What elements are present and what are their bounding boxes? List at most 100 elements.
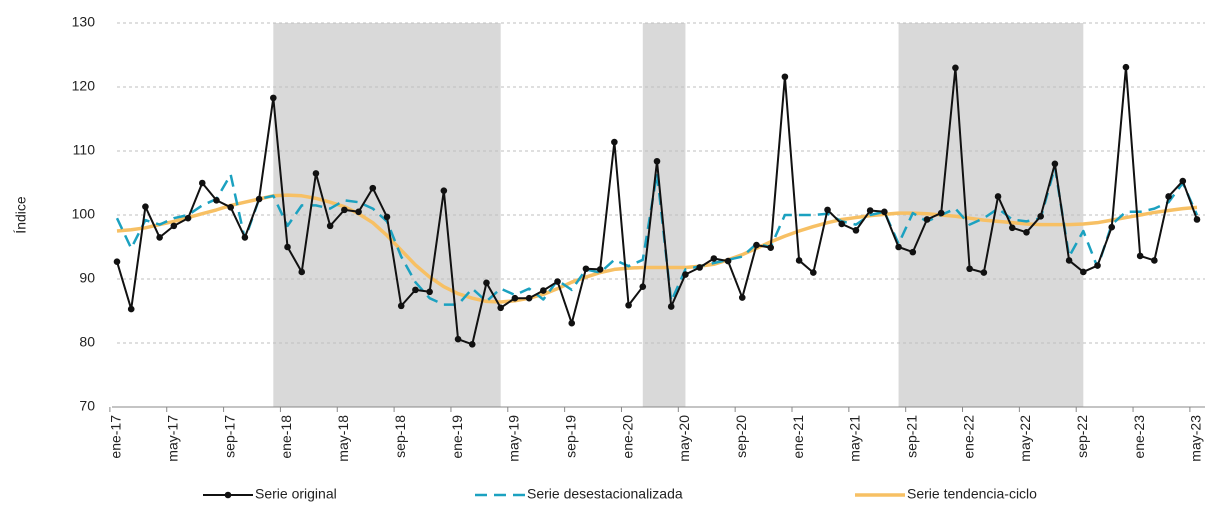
y-tick-label: 90	[79, 270, 95, 286]
x-tick-label: may-20	[676, 415, 692, 462]
data-point	[1008, 224, 1016, 232]
data-point	[1179, 177, 1187, 185]
data-point	[1108, 223, 1116, 231]
data-point	[170, 222, 178, 230]
x-tick-label: ene-19	[449, 415, 465, 459]
data-point	[767, 244, 774, 251]
data-point	[241, 234, 249, 241]
data-point	[383, 213, 391, 221]
data-point	[781, 73, 789, 81]
data-point	[596, 266, 604, 273]
data-point	[923, 216, 931, 223]
y-axis-label: Índice	[13, 196, 29, 234]
data-point	[738, 294, 746, 301]
data-point	[440, 187, 448, 194]
y-tick-label: 70	[79, 398, 95, 414]
data-point	[1051, 160, 1059, 168]
data-point	[1193, 216, 1201, 223]
data-point	[1023, 228, 1030, 236]
data-point	[454, 335, 462, 343]
data-point	[213, 196, 220, 204]
data-point	[156, 234, 163, 241]
data-point	[1151, 257, 1158, 264]
data-point	[298, 268, 306, 276]
data-point	[397, 302, 405, 310]
data-point	[909, 248, 917, 256]
data-point	[198, 179, 206, 187]
x-tick-label: may-17	[165, 415, 181, 462]
data-point	[895, 243, 902, 251]
data-point	[667, 303, 675, 310]
x-tick-label: may-18	[335, 415, 351, 462]
data-point	[468, 340, 476, 348]
data-point	[483, 279, 490, 287]
data-point	[980, 269, 988, 276]
x-tick-label: may-22	[1017, 415, 1033, 462]
data-point	[142, 203, 149, 210]
data-point	[952, 64, 959, 72]
data-point	[525, 294, 533, 302]
x-tick-label: sep-20	[733, 415, 749, 458]
x-tick-label: ene-23	[1131, 415, 1147, 459]
x-tick-label: may-23	[1188, 415, 1204, 462]
data-point	[312, 170, 320, 177]
x-tick-label: ene-20	[619, 415, 635, 459]
data-point	[255, 195, 263, 203]
x-tick-label: may-21	[847, 415, 863, 462]
x-tick-label: may-19	[506, 415, 522, 462]
data-point	[341, 206, 348, 214]
y-tick-label: 130	[72, 14, 96, 30]
data-point	[1080, 268, 1087, 276]
data-point	[369, 184, 377, 192]
data-point	[127, 305, 135, 313]
data-point	[611, 138, 618, 146]
legend-label: Serie tendencia-ciclo	[907, 486, 1037, 502]
x-tick-label: ene-22	[960, 415, 976, 459]
data-point	[639, 283, 647, 290]
data-point	[795, 257, 803, 264]
x-tick-label: ene-17	[108, 415, 124, 459]
data-point	[568, 319, 576, 327]
data-point	[852, 227, 860, 234]
y-tick-label: 100	[72, 206, 96, 222]
x-tick-label: sep-18	[392, 415, 408, 458]
x-tick-label: sep-22	[1074, 415, 1090, 458]
data-point	[497, 304, 504, 312]
data-point	[866, 207, 874, 214]
data-point	[1122, 63, 1130, 71]
data-point	[1065, 257, 1073, 264]
data-point	[554, 278, 561, 285]
data-point	[270, 94, 277, 102]
data-point	[625, 301, 632, 309]
data-point	[412, 286, 419, 294]
data-point	[810, 269, 817, 276]
data-point	[710, 255, 718, 262]
y-tick-label: 120	[72, 78, 96, 94]
y-tick-label: 110	[73, 142, 96, 158]
x-tick-label: ene-21	[790, 415, 806, 459]
data-point	[881, 208, 888, 216]
data-point	[824, 206, 831, 214]
series-line	[115, 165, 1199, 306]
series-line	[116, 193, 1198, 304]
data-point	[227, 204, 234, 211]
data-point	[540, 287, 547, 294]
data-point	[653, 157, 661, 165]
legend-label: Serie desestacionalizada	[527, 486, 683, 502]
data-point	[511, 294, 519, 302]
data-point	[184, 214, 192, 222]
data-point	[1094, 262, 1101, 269]
data-point	[426, 288, 433, 296]
data-point	[682, 271, 689, 278]
x-tick-label: sep-21	[903, 415, 919, 458]
data-point	[753, 241, 760, 249]
data-point	[582, 265, 590, 273]
data-point	[1165, 193, 1172, 200]
data-point	[994, 193, 1002, 200]
data-point	[937, 209, 945, 217]
data-point	[838, 220, 846, 228]
x-tick-label: sep-17	[221, 415, 237, 458]
data-point	[113, 258, 121, 266]
legend-marker	[224, 491, 232, 499]
